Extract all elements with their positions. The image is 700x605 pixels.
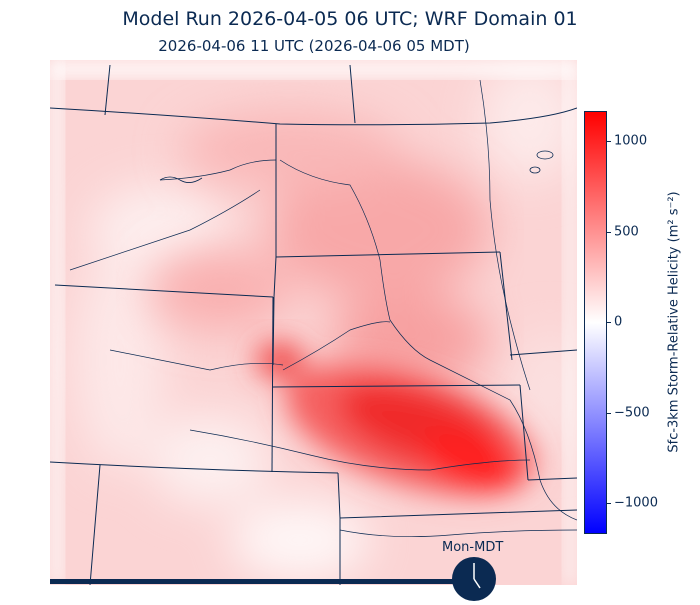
red-river bbox=[339, 529, 577, 538]
colorbar-tick bbox=[606, 413, 611, 414]
upper-missouri bbox=[159, 159, 277, 181]
clock-hands bbox=[473, 563, 481, 589]
mt-idaho-border bbox=[104, 64, 111, 116]
wy-co-border bbox=[271, 296, 274, 473]
sd-ne-border bbox=[272, 256, 277, 366]
missouri-river bbox=[279, 159, 577, 521]
north-platte-river bbox=[109, 349, 284, 371]
yellowstone-river bbox=[69, 189, 261, 271]
valid-time-subtitle: 2026-04-06 11 UTC (2026-04-06 05 MDT) bbox=[158, 37, 470, 55]
colorbar bbox=[584, 111, 607, 534]
arkansas-river bbox=[189, 429, 531, 471]
map-edge-fade bbox=[50, 60, 577, 585]
colorbar-tick bbox=[606, 141, 611, 142]
map-title: Model Run 2026-04-05 06 UTC; WRF Domain … bbox=[122, 8, 578, 30]
wy-north-border bbox=[54, 284, 274, 298]
nm-border bbox=[89, 464, 101, 585]
colorbar-tick-label: −1000 bbox=[614, 495, 658, 511]
canada-border bbox=[50, 107, 577, 126]
mississippi-river bbox=[479, 79, 531, 391]
low-helicity-areas bbox=[75, 60, 577, 580]
co-south-border bbox=[50, 461, 339, 474]
ar-border bbox=[527, 477, 577, 481]
colorbar-tick bbox=[606, 232, 611, 233]
clock-icon bbox=[452, 557, 496, 601]
clock-label: Mon-MDT bbox=[442, 540, 504, 555]
lakes bbox=[159, 150, 554, 183]
forecast-progress-bar bbox=[50, 579, 473, 584]
colorbar-tick bbox=[606, 503, 611, 504]
state-borders bbox=[50, 64, 577, 585]
ks-mo-border bbox=[519, 384, 529, 481]
mn-ia-border bbox=[499, 251, 513, 361]
ne-ks-border bbox=[272, 384, 521, 388]
helicity-map bbox=[50, 60, 577, 585]
mn-wi-border bbox=[349, 64, 356, 124]
colorbar-tick-label: 0 bbox=[614, 314, 623, 330]
colorbar-tick bbox=[606, 322, 611, 323]
colorbar-label: Sfc-3km Storm-Relative Helicity (m² s⁻²) bbox=[666, 191, 682, 453]
colorbar-tick-label: 500 bbox=[614, 224, 639, 240]
platte-river bbox=[282, 321, 391, 371]
ia-mo-border bbox=[509, 349, 577, 356]
moderate-helicity-areas bbox=[150, 110, 490, 385]
nd-sd-border bbox=[275, 251, 501, 258]
colorbar-tick-label: 1000 bbox=[614, 133, 648, 149]
rivers bbox=[69, 79, 577, 538]
colorbar-tick-label: −500 bbox=[614, 405, 650, 421]
